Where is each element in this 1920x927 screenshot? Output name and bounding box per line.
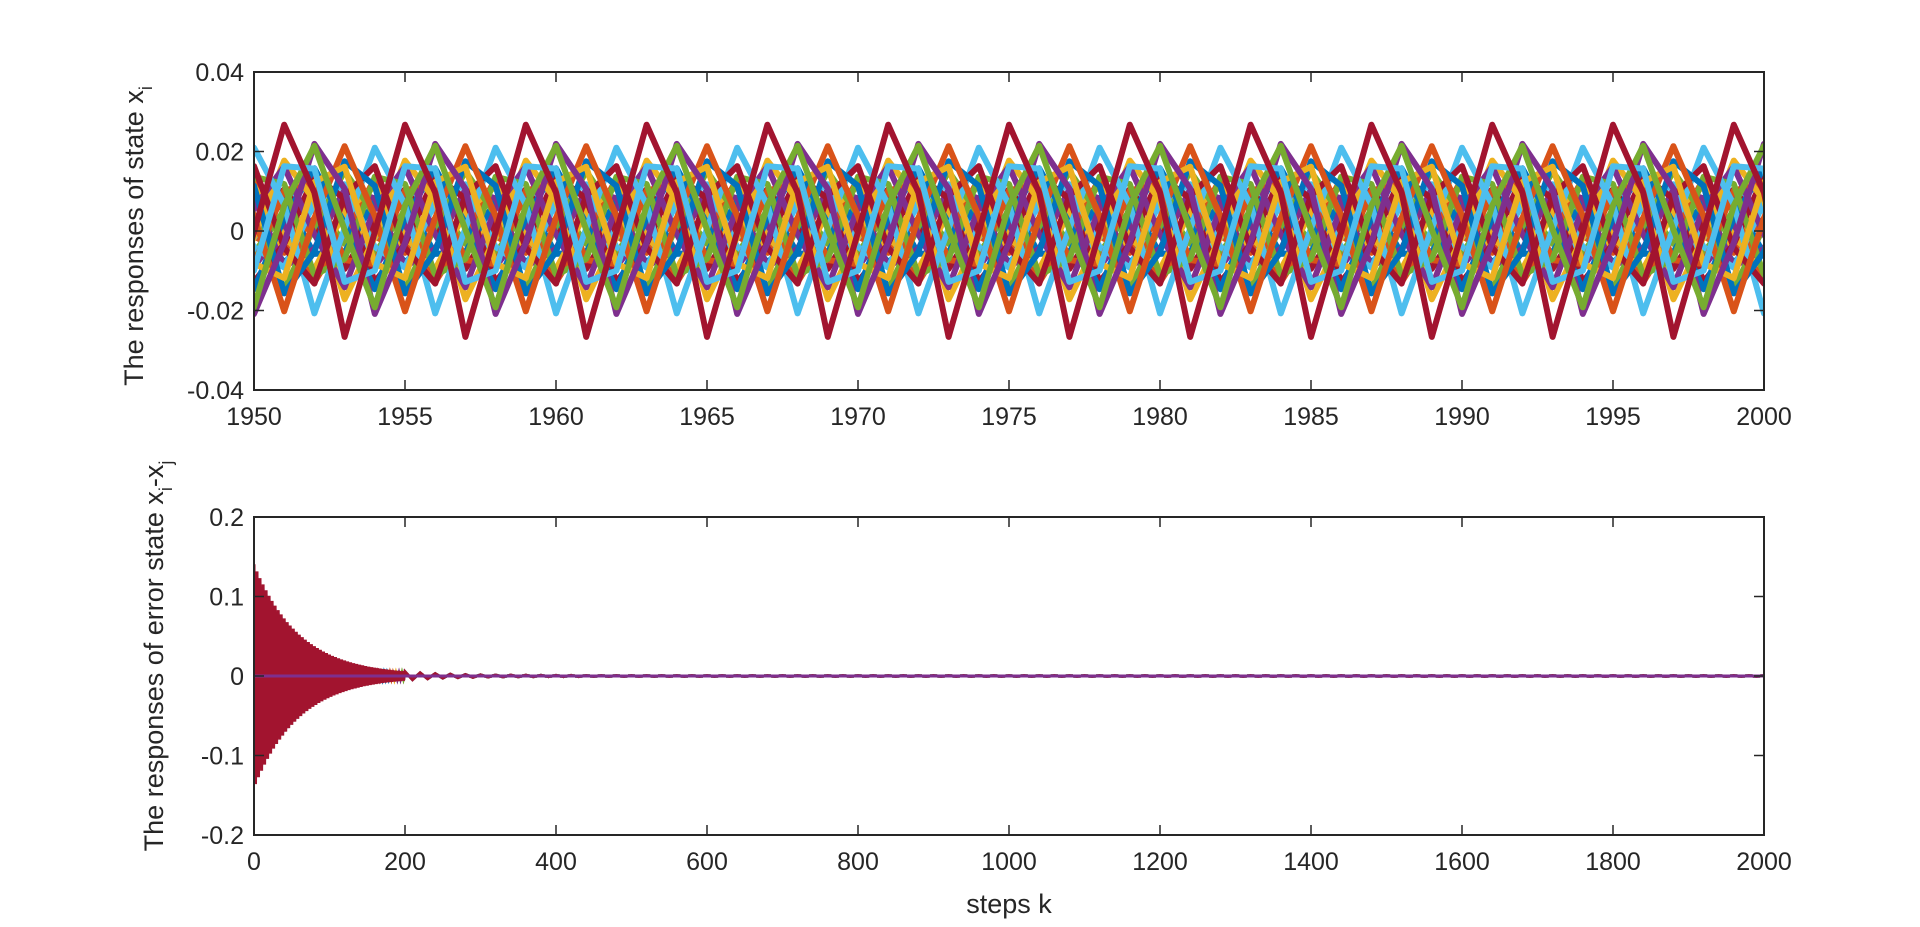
y-tick-label: 0 [230,218,244,246]
x-tick-label: 400 [535,848,577,876]
top-tick-group: 1950 1955 1960 1965 1970 1975 1980 1985 1990 1995… [187,59,1792,431]
x-tick-label: 1400 [1283,848,1339,876]
top-series-line [254,143,1764,315]
x-tick-label: 200 [384,848,426,876]
top-series-line [254,158,1764,297]
x-tick-label: 1200 [1132,848,1188,876]
top-y-axis-label-subscript: i [136,86,156,90]
x-tick-label: 2000 [1736,403,1792,431]
x-tick-label: 1995 [1585,403,1641,431]
bottom-y-axis-label-sub2: j [156,461,176,466]
x-tick-label: 1970 [830,403,886,431]
x-tick-label: 1600 [1434,848,1490,876]
x-tick-label: 1975 [981,403,1037,431]
y-tick-label: 0.2 [209,504,244,532]
x-tick-label: 1955 [377,403,433,431]
x-tick-label: 1960 [528,403,584,431]
bottom-tick-group: 0 200 400 600 800 1000 1200 1400 1600 1800 2000 -0.… [201,504,1792,876]
top-axes: 1950 1955 1960 1965 1970 1975 1980 1985 1990 1995… [119,59,1792,431]
top-series-line [254,173,1764,279]
top-series-line [254,142,1764,311]
x-tick-label: 600 [686,848,728,876]
y-tick-label: 0.04 [195,59,244,87]
bottom-series-group [254,564,1764,785]
x-tick-label: 800 [837,848,879,876]
x-tick-label: 2000 [1736,848,1792,876]
top-y-axis-label: The responses of state xi [119,86,156,386]
y-tick-label: -0.04 [187,377,244,405]
y-tick-label: 0 [230,663,244,691]
top-series-line [254,121,1764,340]
x-tick-label: 1800 [1585,848,1641,876]
x-tick-label: 1000 [981,848,1037,876]
y-tick-label: -0.2 [201,822,244,850]
x-tick-label: 1990 [1434,403,1490,431]
top-y-axis-label-main: The responses of state x [119,90,149,386]
y-tick-label: 0.02 [195,139,244,167]
y-tick-label: -0.1 [201,743,244,771]
x-tick-label: 1950 [226,403,282,431]
x-tick-label: 1980 [1132,403,1188,431]
top-series-group [254,121,1764,340]
x-tick-label: 1965 [679,403,735,431]
bottom-y-axis-label: The responses of error state xi-xj [139,461,176,852]
bottom-axes: 0 200 400 600 800 1000 1200 1400 1600 1800 2000 -0.… [139,461,1792,919]
y-tick-label: 0.1 [209,584,244,612]
bottom-y-axis-label-mid: -x [139,464,169,487]
bottom-y-axis-label-sub1: i [156,487,176,491]
bottom-x-axis-label: steps k [966,889,1052,919]
x-tick-label: 0 [247,848,261,876]
bottom-y-axis-label-main: The responses of error state x [139,491,169,852]
x-tick-label: 1985 [1283,403,1339,431]
y-tick-label: -0.02 [187,298,244,326]
